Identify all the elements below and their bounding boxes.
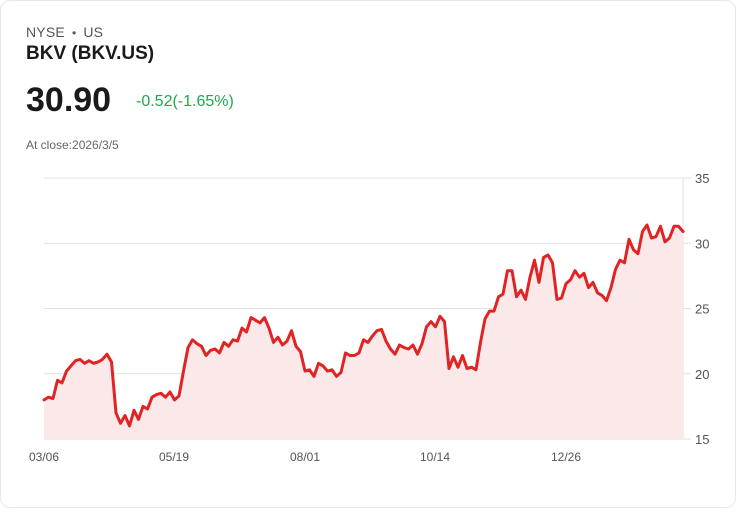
y-tick-label: 25 [695,302,709,317]
price-line [42,223,685,428]
y-tick-label: 35 [695,171,709,186]
y-tick-label: 20 [695,367,709,382]
x-tick-label: 03/06 [29,450,59,464]
exchange-info: NYSE • US [26,24,103,40]
x-tick-label: 08/01 [290,450,320,464]
y-axis-labels: 15 20 25 30 35 [695,171,709,447]
y-tick-label: 15 [695,432,709,447]
x-tick-label: 05/19 [159,450,189,464]
stock-title: BKV (BKV.US) [26,43,155,64]
price-change: -0.52(-1.65%) [136,93,234,110]
close-timestamp: At close:2026/3/5 [26,138,119,152]
exchange-name: NYSE [26,24,65,40]
region: US [83,24,104,40]
x-axis-labels: 03/06 05/19 08/01 10/14 12/26 [29,450,581,464]
y-tick-label: 30 [695,236,709,251]
x-tick-label: 10/14 [420,450,450,464]
price-area-fill [44,225,683,439]
separator-dot: • [71,26,77,40]
x-tick-label: 12/26 [551,450,581,464]
current-price: 30.90 [26,81,112,119]
